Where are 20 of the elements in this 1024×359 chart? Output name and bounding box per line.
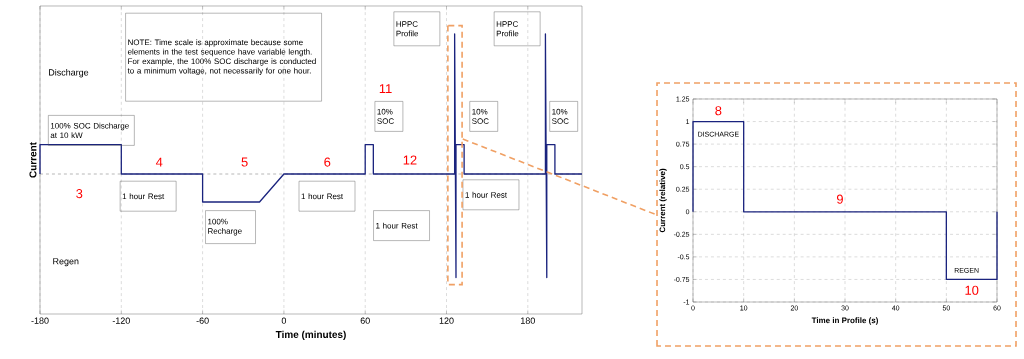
annotation: 11 xyxy=(379,84,392,94)
annotation: 9 xyxy=(836,194,843,204)
x-tick-label: 120 xyxy=(439,317,454,324)
x-axis-title: Time (minutes) xyxy=(275,330,346,340)
x-tick-label: 60 xyxy=(360,317,370,324)
x-tick-label: -120 xyxy=(112,317,130,324)
x-tick-label: -60 xyxy=(196,317,209,324)
x-tick-label: -180 xyxy=(31,317,49,324)
annotation: 8 xyxy=(715,106,722,116)
annotation: 3 xyxy=(76,189,83,199)
annotation: Discharge xyxy=(49,69,89,78)
x-tick-label: 0 xyxy=(281,317,287,324)
annotation: 5 xyxy=(241,157,248,167)
annotation: 10 xyxy=(965,285,979,295)
annotation: 6 xyxy=(324,157,331,167)
annotation: Regen xyxy=(53,258,79,267)
x-tick-label: 180 xyxy=(521,317,535,324)
annotation: 4 xyxy=(155,157,163,167)
y-axis-title: Current xyxy=(29,142,37,178)
annotation: 12 xyxy=(403,155,417,165)
